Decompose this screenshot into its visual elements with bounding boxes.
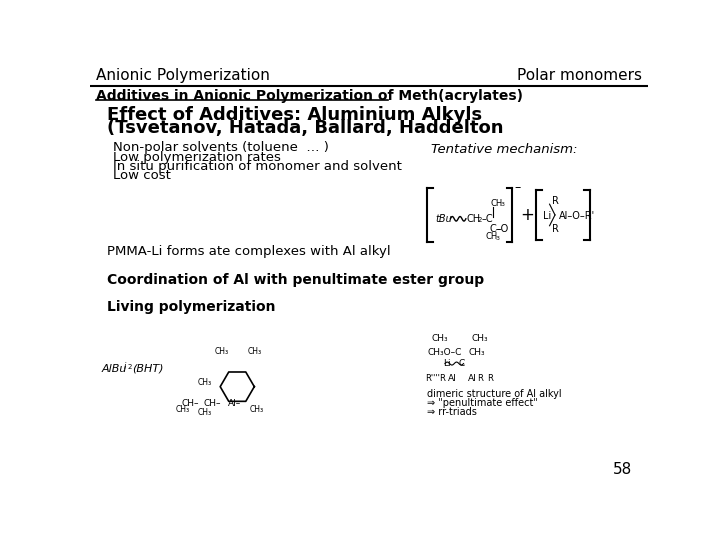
Text: R: R [552,224,559,234]
Text: CH₃: CH₃ [176,405,190,414]
Text: R'''': R'''' [425,374,440,383]
Text: –C: –C [482,214,493,224]
Text: 58: 58 [613,462,632,477]
Text: Tentative mechanism:: Tentative mechanism: [431,143,577,156]
Text: CH: CH [485,232,498,241]
Text: –: – [497,224,502,234]
Text: CH₃: CH₃ [472,334,488,343]
Text: tBu: tBu [435,214,451,224]
Text: (Tsvetanov, Hatada, Ballard, Haddelton: (Tsvetanov, Hatada, Ballard, Haddelton [107,119,503,137]
Text: Low cost: Low cost [113,169,171,182]
Text: i: i [124,362,127,371]
Text: Low polymerization rates: Low polymerization rates [113,151,281,164]
Text: CH₃: CH₃ [250,405,264,414]
Text: Al–: Al– [228,399,240,408]
Text: CH₃: CH₃ [215,347,229,356]
Text: (BHT): (BHT) [132,364,163,374]
Text: Al: Al [468,374,477,383]
Text: 2: 2 [477,217,482,224]
Text: Li: Li [443,359,450,368]
Text: CH–: CH– [204,399,221,408]
Text: CH₃: CH₃ [197,408,212,417]
Text: 2: 2 [128,363,132,370]
Text: CH₃: CH₃ [431,334,448,343]
Text: R: R [438,374,445,383]
Text: ⇒ rr-triads: ⇒ rr-triads [427,407,477,417]
Text: 3: 3 [495,235,500,240]
Text: +: + [520,206,534,224]
Text: CH–: CH– [182,399,199,408]
Text: CH₃O–C: CH₃O–C [427,348,462,356]
Text: C: C [458,359,464,368]
Text: CH₃: CH₃ [197,377,212,387]
Text: CH: CH [490,199,503,208]
Text: Effect of Additives: Aluminium Alkyls: Effect of Additives: Aluminium Alkyls [107,106,482,124]
Text: CH: CH [467,214,481,224]
Text: 3: 3 [500,202,505,207]
Text: PMMA-Li forms ate complexes with Al alkyl: PMMA-Li forms ate complexes with Al alky… [107,245,391,258]
Text: Li: Li [544,212,552,221]
Text: Al: Al [448,374,456,383]
Text: C–O: C–O [489,224,508,234]
Text: CH₃: CH₃ [468,348,485,356]
Text: Polar monomers: Polar monomers [517,68,642,83]
Text: –: – [514,181,520,194]
Text: dimeric structure of Al alkyl: dimeric structure of Al alkyl [427,389,562,399]
Text: R: R [477,374,483,383]
Text: Anionic Polymerization: Anionic Polymerization [96,68,270,83]
Text: Non-polar solvents (toluene  … ): Non-polar solvents (toluene … ) [113,141,329,154]
Text: Living polymerization: Living polymerization [107,300,276,314]
Text: R: R [552,196,559,206]
Text: In situ purification of monomer and solvent: In situ purification of monomer and solv… [113,160,402,173]
Text: R: R [487,374,492,383]
Text: Al–O–R': Al–O–R' [559,212,595,221]
Text: Additives in Anionic Polymerization of Meth(acrylates): Additives in Anionic Polymerization of M… [96,89,523,103]
Text: AlBu: AlBu [102,364,127,374]
Text: ⇒ "penultimate effect": ⇒ "penultimate effect" [427,398,538,408]
Text: CH₃: CH₃ [248,347,262,356]
Text: Coordination of Al with penultimate ester group: Coordination of Al with penultimate este… [107,273,484,287]
